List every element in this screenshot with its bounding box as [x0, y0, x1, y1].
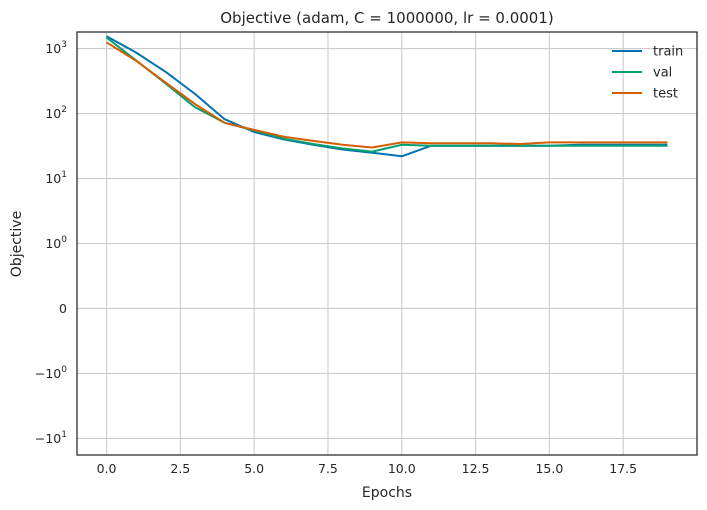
- y-tick-label: 100: [45, 235, 67, 251]
- series-line-val: [105, 36, 668, 153]
- legend-label-train: train: [653, 45, 683, 60]
- chart-title: Objective (adam, C = 1000000, lr = 0.000…: [220, 9, 554, 27]
- x-tick-label: 2.5: [170, 461, 190, 476]
- x-tick-label: 0.0: [97, 461, 117, 476]
- y-tick-label: 102: [45, 105, 67, 121]
- y-tick-label: 101: [45, 170, 67, 186]
- x-tick-label: 10.0: [388, 461, 416, 476]
- y-axis-title: Objective: [9, 211, 25, 277]
- y-tick-label: −100: [35, 365, 67, 381]
- x-tick-labels: 0.0 2.5 5.0 7.5 10.0 12.5 15.0 17.5: [97, 461, 638, 476]
- x-axis-title: Epochs: [362, 485, 412, 501]
- y-tick-label: 0: [59, 301, 67, 316]
- legend-label-val: val: [653, 66, 672, 81]
- plot-frame: [76, 31, 698, 456]
- y-tick-label: 103: [45, 40, 67, 56]
- legend-label-test: test: [653, 87, 678, 102]
- series-line-test: [105, 41, 668, 149]
- series-lines: [105, 35, 668, 158]
- grid: [77, 32, 697, 455]
- x-tick-label: 15.0: [535, 461, 563, 476]
- legend: train val test: [612, 45, 683, 102]
- series-line-train: [106, 35, 668, 158]
- x-tick-label: 7.5: [318, 461, 338, 476]
- y-tick-label: −101: [35, 430, 67, 446]
- x-tick-label: 17.5: [609, 461, 637, 476]
- x-tick-label: 12.5: [462, 461, 490, 476]
- x-tick-label: 5.0: [244, 461, 264, 476]
- y-tick-labels: 103 102 101 100 0 −100 −101: [35, 40, 67, 446]
